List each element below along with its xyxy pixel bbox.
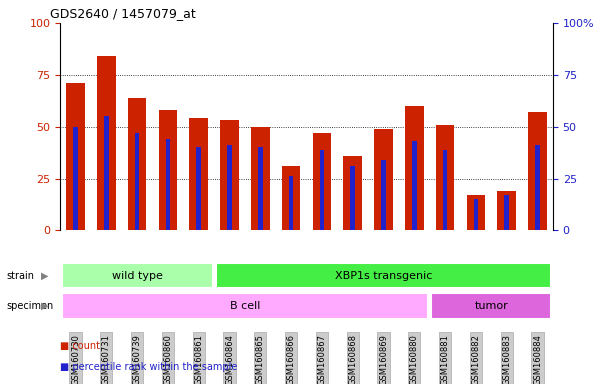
- Bar: [166, 139, 170, 230]
- Bar: [104, 116, 109, 230]
- Text: GSM160731: GSM160731: [102, 334, 111, 384]
- Text: GSM160882: GSM160882: [471, 334, 480, 384]
- Text: GSM160880: GSM160880: [410, 334, 419, 384]
- Bar: [97, 56, 115, 230]
- Bar: [320, 149, 324, 230]
- Bar: [432, 293, 551, 319]
- Text: GSM160881: GSM160881: [441, 334, 450, 384]
- Bar: [227, 146, 232, 230]
- Bar: [62, 293, 428, 319]
- Bar: [62, 263, 213, 288]
- Bar: [528, 112, 547, 230]
- Bar: [128, 98, 147, 230]
- Bar: [443, 149, 447, 230]
- Text: B cell: B cell: [230, 301, 260, 311]
- Bar: [313, 133, 331, 230]
- Bar: [467, 195, 485, 230]
- Text: GSM160865: GSM160865: [256, 334, 265, 384]
- Bar: [504, 195, 509, 230]
- Bar: [289, 177, 293, 230]
- Text: GSM160866: GSM160866: [287, 334, 296, 384]
- Text: GSM160730: GSM160730: [71, 334, 80, 384]
- Text: GSM160860: GSM160860: [163, 334, 172, 384]
- Text: GSM160864: GSM160864: [225, 334, 234, 384]
- Bar: [412, 141, 416, 230]
- Bar: [197, 147, 201, 230]
- Bar: [535, 146, 540, 230]
- Text: strain: strain: [6, 270, 34, 281]
- Bar: [189, 118, 208, 230]
- Bar: [216, 263, 551, 288]
- Text: GSM160869: GSM160869: [379, 334, 388, 384]
- Bar: [251, 127, 270, 230]
- Text: ■ count: ■ count: [60, 341, 100, 351]
- Text: GSM160868: GSM160868: [348, 334, 357, 384]
- Bar: [159, 110, 177, 230]
- Text: GSM160884: GSM160884: [533, 334, 542, 384]
- Text: tumor: tumor: [474, 301, 508, 311]
- Text: specimen: specimen: [6, 301, 53, 311]
- Text: GSM160867: GSM160867: [317, 334, 326, 384]
- Bar: [350, 166, 355, 230]
- Bar: [405, 106, 424, 230]
- Text: ■ percentile rank within the sample: ■ percentile rank within the sample: [60, 362, 237, 372]
- Bar: [381, 160, 386, 230]
- Text: ▶: ▶: [41, 301, 49, 311]
- Text: GDS2640 / 1457079_at: GDS2640 / 1457079_at: [50, 7, 196, 20]
- Bar: [344, 156, 362, 230]
- Text: XBP1s transgenic: XBP1s transgenic: [335, 270, 432, 281]
- Bar: [135, 133, 139, 230]
- Bar: [436, 125, 454, 230]
- Text: GSM160739: GSM160739: [133, 334, 142, 384]
- Bar: [282, 166, 300, 230]
- Text: GSM160861: GSM160861: [194, 334, 203, 384]
- Text: ▶: ▶: [41, 270, 49, 281]
- Bar: [66, 83, 85, 230]
- Text: GSM160883: GSM160883: [502, 334, 511, 384]
- Bar: [221, 121, 239, 230]
- Bar: [73, 127, 78, 230]
- Bar: [258, 147, 263, 230]
- Text: wild type: wild type: [112, 270, 162, 281]
- Bar: [374, 129, 393, 230]
- Bar: [498, 191, 516, 230]
- Bar: [474, 199, 478, 230]
